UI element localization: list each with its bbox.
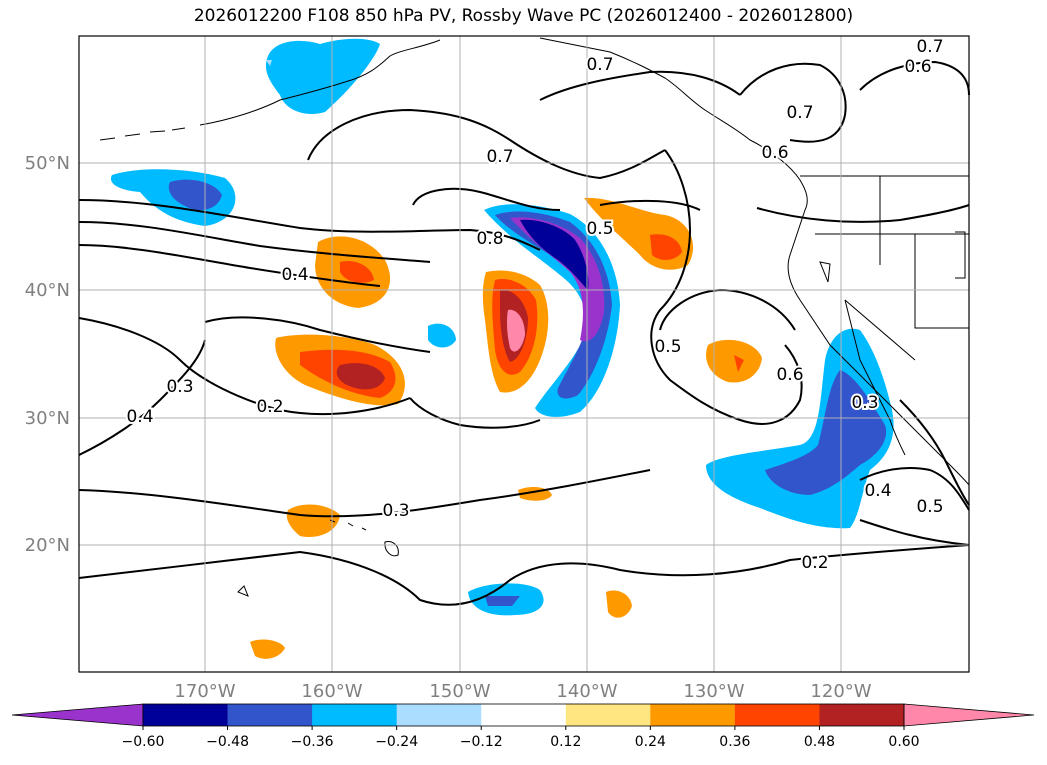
colorbar-tick-label: −0.48 (206, 734, 249, 750)
colorbar-swatch (565, 704, 651, 726)
colorbar-tick-label: −0.36 (291, 734, 334, 750)
contour-label: 0.6 (904, 57, 931, 77)
contour-label: 0.5 (916, 497, 943, 517)
contour-label-group: 0.7 0.7 0.7 0.7 0.6 0.6 0.8 0.5 0.4 0.3 … (124, 35, 945, 575)
map-title: 2026012200 F108 850 hPa PV, Rossby Wave … (193, 6, 854, 26)
colorbar-tick-label: −0.24 (375, 734, 418, 750)
colorbar-swatch (734, 704, 820, 726)
contour-label: 0.5 (654, 337, 681, 357)
contour-label: 0.7 (916, 37, 943, 57)
colorbar-swatch (396, 704, 482, 726)
contour-label: 0.2 (801, 553, 828, 573)
lon-label: 150°W (429, 681, 490, 702)
map-frame (78, 35, 970, 673)
lat-label: 30°N (25, 408, 70, 429)
contour-label: 0.8 (476, 229, 503, 249)
contour-label: 0.3 (382, 501, 409, 521)
colorbar-swatch (481, 704, 567, 726)
contour-lines (78, 60, 970, 606)
contour-label: 0.7 (486, 147, 513, 167)
colorbar-tick-label: 0.48 (804, 734, 835, 750)
lat-label: 20°N (25, 535, 70, 556)
gridlines (79, 36, 969, 672)
colorbar: −0.60 −0.48 −0.36 −0.24 −0.12 0.12 0.24 0.36 0.4… (11, 703, 1035, 750)
coastlines (99, 37, 970, 597)
colorbar-swatch (227, 704, 313, 726)
contour-label: 0.4 (281, 265, 308, 285)
colorbar-swatch (819, 704, 905, 726)
contour-label: 0.4 (864, 481, 891, 501)
colorbar-swatches (11, 703, 1035, 727)
colorbar-ticks: −0.60 −0.48 −0.36 −0.24 −0.12 0.12 0.24 0.36 0.4… (122, 726, 920, 750)
contour-label: 0.7 (786, 103, 813, 123)
latitude-labels: 50°N 40°N 30°N 20°N (25, 153, 70, 556)
contour-label: 0.6 (761, 143, 788, 163)
longitude-labels: 170°W 160°W 150°W 140°W 130°W 120°W (174, 681, 871, 702)
colorbar-tick-label: 0.12 (550, 734, 581, 750)
lon-label: 160°W (301, 681, 362, 702)
colorbar-tick-label: −0.60 (122, 734, 165, 750)
lon-label: 170°W (174, 681, 235, 702)
colorbar-tick-label: 0.24 (635, 734, 666, 750)
colorbar-tick-label: 0.36 (719, 734, 750, 750)
lon-label: 120°W (810, 681, 871, 702)
contour-label: 0.2 (256, 397, 283, 417)
lat-label: 50°N (25, 153, 70, 174)
colorbar-swatch (312, 704, 398, 726)
lon-label: 140°W (556, 681, 617, 702)
colorbar-extend-high (903, 703, 1035, 727)
lon-label: 130°W (683, 681, 744, 702)
colorbar-extend-low (11, 703, 144, 727)
colorbar-swatch (650, 704, 736, 726)
colorbar-tick-label: 0.60 (888, 734, 919, 750)
lat-label: 40°N (25, 280, 70, 301)
colorbar-swatch (143, 704, 229, 726)
contour-label: 0.3 (166, 377, 193, 397)
contour-label: 0.7 (586, 55, 613, 75)
colorbar-tick-label: −0.12 (460, 734, 503, 750)
shaded-fields (110, 38, 894, 659)
contour-label: 0.6 (776, 365, 803, 385)
contour-label: 0.5 (586, 219, 613, 239)
contour-label: 0.3 (851, 393, 878, 413)
contour-label: 0.4 (126, 407, 153, 427)
colorbar-frame (142, 703, 905, 727)
